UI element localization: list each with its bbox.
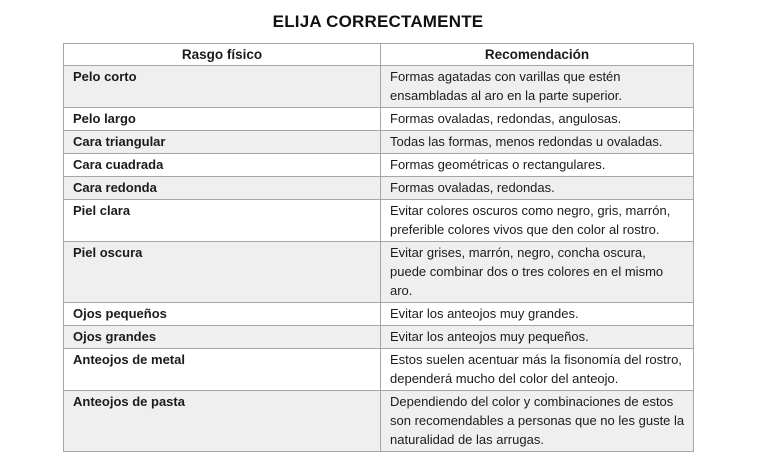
- table-body: Pelo corto Formas agatadas con varillas q…: [63, 65, 694, 452]
- feature-cell: Cara redonda: [63, 176, 381, 200]
- feature-cell: Anteojos de metal: [63, 348, 381, 391]
- feature-cell: Pelo corto: [63, 65, 381, 108]
- recommendation-cell: Evitar los anteojos muy grandes.: [380, 302, 694, 326]
- table-row: Cara cuadrada Formas geométricas o rectan…: [63, 153, 694, 177]
- table-row: Anteojos de metal Estos suelen acentuar m…: [63, 348, 694, 391]
- feature-cell: Ojos pequeños: [63, 302, 381, 326]
- recommendation-cell: Evitar los anteojos muy pequeños.: [380, 325, 694, 349]
- table-row: Ojos grandes Evitar los anteojos muy pequ…: [63, 325, 694, 349]
- page-title: ELIJA CORRECTAMENTE: [272, 12, 484, 31]
- recommendation-cell: Dependiendo del color y combinaciones de…: [380, 390, 694, 452]
- feature-cell: Anteojos de pasta: [63, 390, 381, 452]
- column-header-recomendacion: Recomendación: [380, 43, 694, 66]
- recommendation-cell: Evitar colores oscuros como negro, gris,…: [380, 199, 694, 242]
- column-header-rasgo-fisico: Rasgo físico: [63, 43, 381, 66]
- feature-cell: Cara triangular: [63, 130, 381, 154]
- feature-cell: Cara cuadrada: [63, 153, 381, 177]
- table-row: Pelo corto Formas agatadas con varillas q…: [63, 65, 694, 108]
- feature-cell: Ojos grandes: [63, 325, 381, 349]
- table-row: Cara triangular Todas las formas, menos r…: [63, 130, 694, 154]
- table-row: Cara redonda Formas ovaladas, redondas.: [63, 176, 694, 200]
- recommendation-cell: Formas ovaladas, redondas, angulosas.: [380, 107, 694, 131]
- feature-cell: Piel oscura: [63, 241, 381, 303]
- recommendation-cell: Evitar grises, marrón, negro, concha osc…: [380, 241, 694, 303]
- recommendation-cell: Estos suelen acentuar más la fisonomía d…: [380, 348, 694, 391]
- table-row: Ojos pequeños Evitar los anteojos muy gra…: [63, 302, 694, 326]
- header-row: Rasgo físico Recomendación: [63, 43, 694, 66]
- recommendation-cell: Formas geométricas o rectangulares.: [380, 153, 694, 177]
- feature-cell: Pelo largo: [63, 107, 381, 131]
- table-header: Rasgo físico Recomendación: [63, 43, 694, 66]
- table-row: Piel clara Evitar colores oscuros como ne…: [63, 199, 694, 242]
- document-sheet: ELIJA CORRECTAMENTE Rasgo físico Recomen…: [63, 0, 694, 452]
- table-row: Piel oscura Evitar grises, marrón, negro,…: [63, 241, 694, 303]
- feature-cell: Piel clara: [63, 199, 381, 242]
- recommendation-cell: Todas las formas, menos redondas u ovala…: [380, 130, 694, 154]
- table-row: Pelo largo Formas ovaladas, redondas, ang…: [63, 107, 694, 131]
- table-row: Anteojos de pasta Dependiendo del color y…: [63, 390, 694, 452]
- recommendation-cell: Formas ovaladas, redondas.: [380, 176, 694, 200]
- recommendation-table: Rasgo físico Recomendación Pelo corto For…: [63, 43, 694, 452]
- recommendation-cell: Formas agatadas con varillas que estén e…: [380, 65, 694, 108]
